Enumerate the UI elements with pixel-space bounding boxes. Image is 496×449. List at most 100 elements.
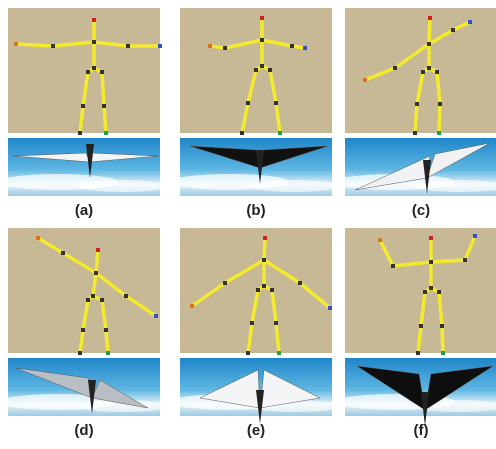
joint: [92, 40, 96, 44]
joint: [263, 236, 267, 240]
joint: [208, 44, 212, 48]
joint: [438, 102, 442, 106]
joint: [262, 258, 266, 262]
panel: (b): [170, 8, 340, 219]
panel: (f): [335, 228, 496, 439]
joint: [435, 70, 439, 74]
joint: [270, 288, 274, 292]
joint: [260, 64, 264, 68]
bone: [427, 16, 432, 46]
joint: [81, 328, 85, 332]
bone: [413, 102, 419, 135]
bone: [246, 68, 258, 105]
wing: [199, 369, 261, 409]
bone: [223, 258, 266, 285]
joint: [419, 324, 423, 328]
joint: [246, 351, 250, 355]
glider-view: [335, 358, 496, 426]
bone: [250, 288, 260, 325]
panel: (c): [335, 8, 496, 219]
joint: [96, 248, 100, 252]
panel-label: (d): [74, 422, 93, 439]
bone: [61, 251, 98, 275]
bone: [78, 104, 85, 135]
joint: [246, 101, 250, 105]
glider-view: [0, 358, 168, 416]
bone: [223, 38, 264, 50]
fin: [86, 144, 94, 178]
joint: [124, 294, 128, 298]
bone: [437, 102, 442, 135]
bone: [391, 260, 433, 268]
bone: [124, 294, 158, 318]
joint: [78, 351, 82, 355]
joint: [240, 131, 244, 135]
panel-label: (f): [414, 422, 429, 439]
bone: [274, 101, 282, 135]
joint: [473, 234, 477, 238]
joint: [223, 46, 227, 50]
bone: [91, 271, 98, 298]
bone: [378, 238, 395, 268]
joint: [463, 258, 467, 262]
bone: [262, 236, 267, 262]
joint: [260, 38, 264, 42]
bone: [427, 28, 455, 46]
bone: [208, 44, 227, 50]
glider-view: [0, 138, 168, 196]
joint: [104, 328, 108, 332]
bone: [94, 271, 128, 298]
cloud: [78, 400, 168, 412]
bone: [451, 20, 472, 32]
joint: [363, 78, 367, 82]
joint: [274, 101, 278, 105]
fin: [88, 380, 96, 414]
joint: [277, 351, 281, 355]
bone: [363, 66, 397, 82]
joint: [328, 306, 332, 310]
bone: [78, 328, 85, 355]
joint: [274, 321, 278, 325]
bone: [463, 234, 477, 262]
joint: [429, 286, 433, 290]
joint: [86, 70, 90, 74]
bone: [435, 70, 442, 106]
bone: [81, 298, 90, 332]
joint: [451, 28, 455, 32]
panel-label: (c): [412, 202, 430, 219]
joint: [61, 251, 65, 255]
joint: [100, 298, 104, 302]
joint: [413, 131, 417, 135]
bone: [100, 70, 106, 108]
glider-view: [335, 138, 496, 196]
panel: (d): [0, 228, 168, 439]
joint: [415, 102, 419, 106]
joint: [51, 44, 55, 48]
joint: [14, 42, 18, 46]
bone: [416, 324, 423, 355]
wing: [91, 379, 149, 409]
joint: [92, 18, 96, 22]
bone: [14, 42, 55, 48]
bone: [298, 281, 332, 310]
bone: [92, 40, 130, 48]
panel: (e): [170, 228, 340, 439]
joint: [437, 131, 441, 135]
cloud: [250, 180, 340, 192]
joint: [92, 66, 96, 70]
fin: [256, 150, 264, 184]
bone: [270, 288, 278, 325]
bone: [262, 258, 302, 285]
bone: [440, 324, 445, 355]
bone: [437, 290, 444, 328]
skeleton-view: [345, 8, 496, 133]
bone: [100, 298, 108, 332]
joint: [126, 44, 130, 48]
joint: [437, 290, 441, 294]
joint: [429, 236, 433, 240]
bone: [274, 321, 281, 355]
panel: (a): [0, 8, 168, 219]
joint: [440, 324, 444, 328]
bone: [268, 68, 278, 105]
joint: [86, 298, 90, 302]
